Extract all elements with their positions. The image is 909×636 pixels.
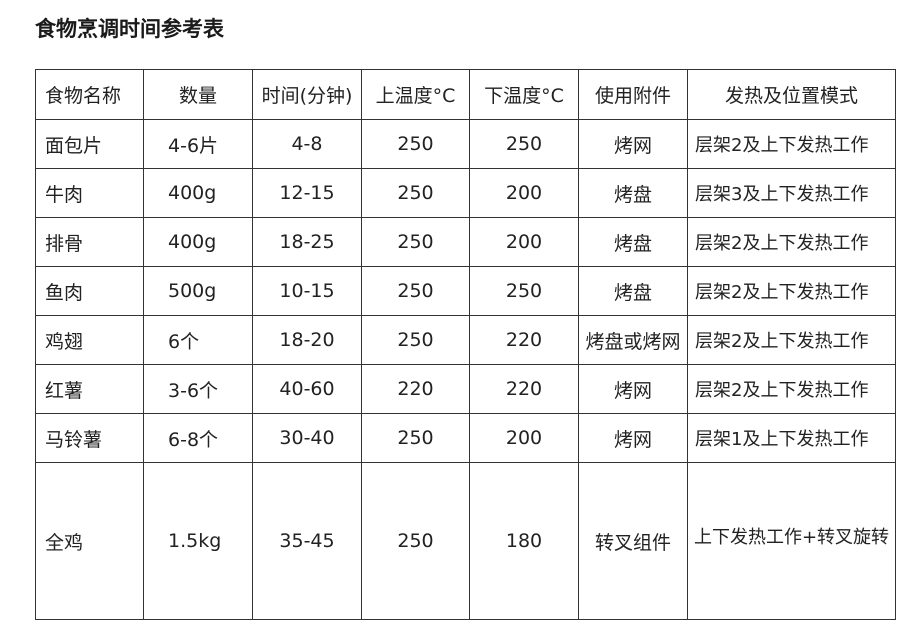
column-header: 发热及位置模式 <box>687 69 896 120</box>
column-header: 数量 <box>143 69 253 120</box>
table-cell: 层架2及上下发热工作 <box>687 315 896 365</box>
column-header: 使用附件 <box>578 69 688 120</box>
table-cell: 250 <box>469 266 579 316</box>
table-cell: 220 <box>361 364 470 414</box>
cooking-time-table: 食物名称 数量 时间(分钟) 上温度°C 下温度°C 使用附件 发热及位置模式 面包片 4-6… <box>35 69 896 620</box>
table-cell: 200 <box>469 217 579 267</box>
table-cell: 6个 <box>143 315 253 365</box>
table-cell: 层架1及上下发热工作 <box>687 413 896 463</box>
table-cell: 层架2及上下发热工作 <box>687 266 896 316</box>
table-cell: 烤网 <box>578 119 688 169</box>
table-cell: 180 <box>469 462 579 620</box>
table-cell: 400g <box>143 168 253 218</box>
table-cell: 200 <box>469 168 579 218</box>
table-cell: 转叉组件 <box>578 462 688 620</box>
table-cell: 220 <box>469 315 579 365</box>
table-cell: 鱼肉 <box>35 266 144 316</box>
table-cell: 层架2及上下发热工作 <box>687 119 896 169</box>
table-cell: 250 <box>361 462 470 620</box>
table-row: 红薯 3-6个 40-60 220 220 烤网 层架2及上下发热工作 <box>35 364 896 414</box>
table-row: 鸡翅 6个 18-20 250 220 烤盘或烤网 层架2及上下发热工作 <box>35 315 896 365</box>
table-cell: 18-25 <box>252 217 362 267</box>
table-cell: 200 <box>469 413 579 463</box>
column-header: 食物名称 <box>35 69 144 120</box>
table-cell: 全鸡 <box>35 462 144 620</box>
table-cell: 烤网 <box>578 413 688 463</box>
table-row: 牛肉 400g 12-15 250 200 烤盘 层架3及上下发热工作 <box>35 168 896 218</box>
table-cell: 层架2及上下发热工作 <box>687 217 896 267</box>
column-header: 上温度°C <box>361 69 470 120</box>
column-header: 下温度°C <box>469 69 579 120</box>
table-cell: 18-20 <box>252 315 362 365</box>
table-row: 鱼肉 500g 10-15 250 250 烤盘 层架2及上下发热工作 <box>35 266 896 316</box>
table-cell: 10-15 <box>252 266 362 316</box>
table-cell: 层架2及上下发热工作 <box>687 364 896 414</box>
table-cell: 上下发热工作+转叉旋转 <box>687 462 896 620</box>
table-cell: 250 <box>469 119 579 169</box>
table-row: 面包片 4-6片 4-8 250 250 烤网 层架2及上下发热工作 <box>35 119 896 169</box>
table-cell: 400g <box>143 217 253 267</box>
table-cell: 层架3及上下发热工作 <box>687 168 896 218</box>
table-cell: 牛肉 <box>35 168 144 218</box>
table-cell: 烤网 <box>578 364 688 414</box>
table-cell: 250 <box>361 315 470 365</box>
table-cell: 250 <box>361 168 470 218</box>
table-cell: 12-15 <box>252 168 362 218</box>
table-cell: 35-45 <box>252 462 362 620</box>
table-row: 全鸡 1.5kg 35-45 250 180 转叉组件 上下发热工作+转叉旋转 <box>35 462 896 620</box>
table-cell: 250 <box>361 217 470 267</box>
page-title: 食物烹调时间参考表 <box>35 17 224 41</box>
table-cell: 排骨 <box>35 217 144 267</box>
table-cell: 4-8 <box>252 119 362 169</box>
table-cell: 红薯 <box>35 364 144 414</box>
table-cell: 220 <box>469 364 579 414</box>
table-cell: 3-6个 <box>143 364 253 414</box>
table-cell: 马铃薯 <box>35 413 144 463</box>
table-cell: 面包片 <box>35 119 144 169</box>
table-cell: 烤盘 <box>578 266 688 316</box>
table-cell: 鸡翅 <box>35 315 144 365</box>
table-header-row: 食物名称 数量 时间(分钟) 上温度°C 下温度°C 使用附件 发热及位置模式 <box>35 69 896 120</box>
table-cell: 6-8个 <box>143 413 253 463</box>
table-cell: 烤盘 <box>578 217 688 267</box>
column-header: 时间(分钟) <box>252 69 362 120</box>
table-cell: 30-40 <box>252 413 362 463</box>
table-cell: 烤盘或烤网 <box>578 315 688 365</box>
table-row: 马铃薯 6-8个 30-40 250 200 烤网 层架1及上下发热工作 <box>35 413 896 463</box>
table-row: 排骨 400g 18-25 250 200 烤盘 层架2及上下发热工作 <box>35 217 896 267</box>
table-cell: 500g <box>143 266 253 316</box>
table-cell: 1.5kg <box>143 462 253 620</box>
table-cell: 烤盘 <box>578 168 688 218</box>
table-cell: 250 <box>361 119 470 169</box>
table-cell: 250 <box>361 413 470 463</box>
table-cell: 40-60 <box>252 364 362 414</box>
table-cell: 250 <box>361 266 470 316</box>
table-cell: 4-6片 <box>143 119 253 169</box>
